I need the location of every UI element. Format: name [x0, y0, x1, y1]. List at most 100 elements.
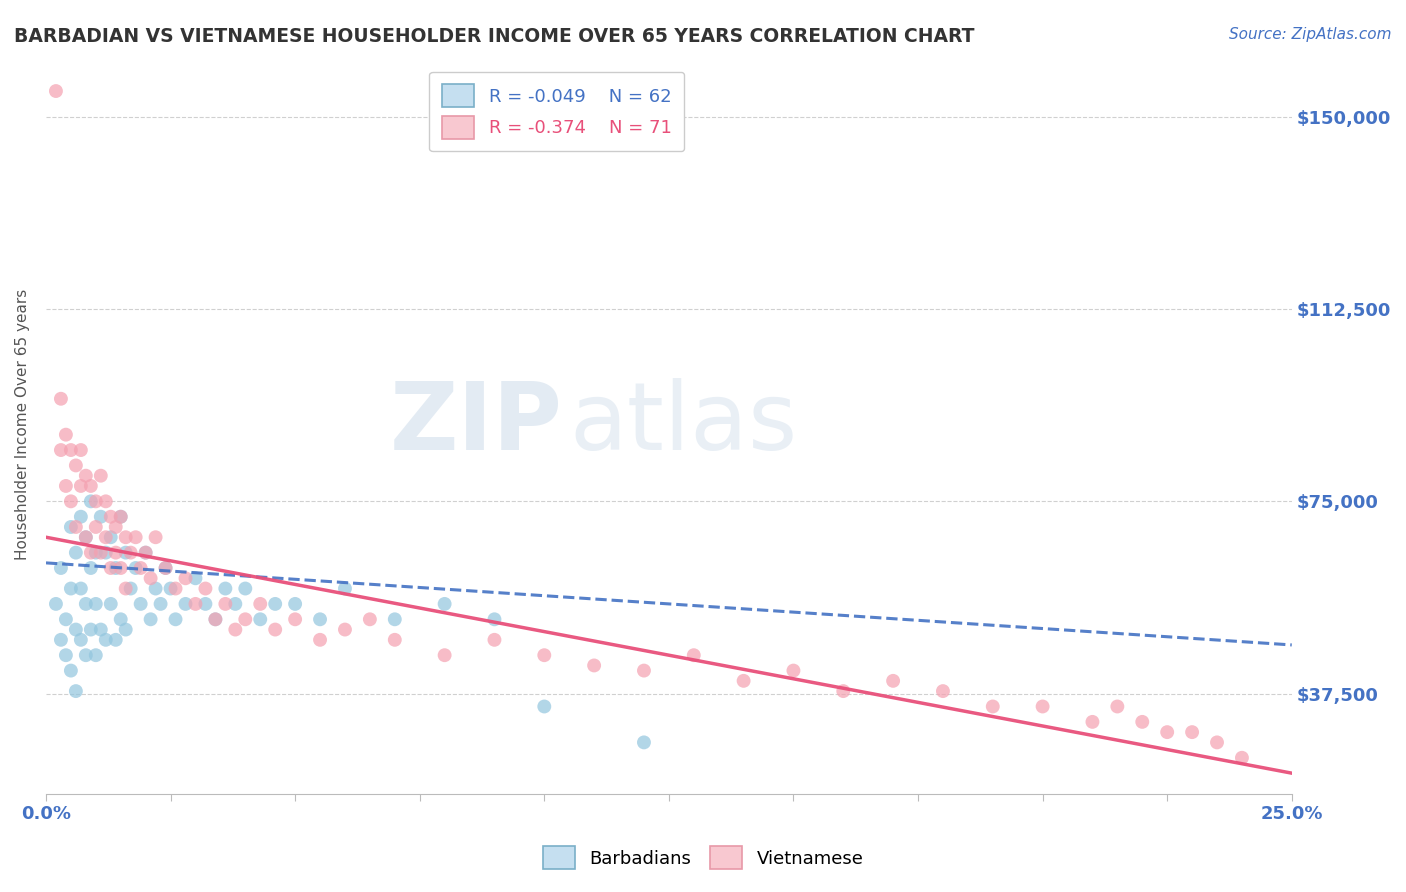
Point: [135, 546, 157, 560]
Point: [155, 561, 177, 575]
Point: [165, 612, 187, 626]
Point: [59, 520, 82, 534]
Point: [433, 597, 456, 611]
Point: [214, 597, 236, 611]
Point: [1181, 725, 1204, 739]
Point: [65, 520, 87, 534]
Text: atlas: atlas: [569, 378, 797, 470]
Point: [204, 612, 226, 626]
Y-axis label: Householder Income Over 65 years: Householder Income Over 65 years: [15, 289, 30, 560]
Point: [114, 530, 136, 544]
Point: [84, 520, 107, 534]
Point: [114, 582, 136, 596]
Point: [114, 623, 136, 637]
Point: [55, 479, 77, 493]
Point: [80, 479, 103, 493]
Point: [100, 509, 122, 524]
Point: [145, 582, 167, 596]
Point: [45, 84, 67, 98]
Point: [194, 597, 217, 611]
Point: [583, 658, 606, 673]
Point: [70, 509, 93, 524]
Point: [484, 632, 506, 647]
Point: [264, 623, 287, 637]
Point: [233, 582, 256, 596]
Legend: R = -0.049    N = 62, R = -0.374    N = 71: R = -0.049 N = 62, R = -0.374 N = 71: [429, 71, 685, 152]
Point: [90, 623, 112, 637]
Point: [110, 561, 132, 575]
Point: [59, 494, 82, 508]
Point: [155, 561, 177, 575]
Point: [75, 530, 97, 544]
Point: [104, 520, 127, 534]
Text: Source: ZipAtlas.com: Source: ZipAtlas.com: [1229, 27, 1392, 42]
Point: [359, 612, 381, 626]
Point: [100, 561, 122, 575]
Point: [135, 546, 157, 560]
Point: [124, 561, 146, 575]
Point: [204, 612, 226, 626]
Point: [120, 582, 142, 596]
Point: [194, 582, 217, 596]
Point: [65, 684, 87, 698]
Point: [184, 571, 207, 585]
Point: [224, 623, 246, 637]
Point: [90, 546, 112, 560]
Legend: Barbadians, Vietnamese: Barbadians, Vietnamese: [534, 838, 872, 879]
Point: [75, 468, 97, 483]
Point: [159, 582, 181, 596]
Point: [80, 494, 103, 508]
Point: [633, 664, 655, 678]
Point: [174, 571, 197, 585]
Point: [233, 612, 256, 626]
Point: [49, 561, 72, 575]
Point: [333, 623, 356, 637]
Point: [55, 427, 77, 442]
Point: [55, 612, 77, 626]
Point: [59, 582, 82, 596]
Point: [75, 530, 97, 544]
Point: [129, 597, 152, 611]
Point: [84, 494, 107, 508]
Point: [333, 582, 356, 596]
Point: [249, 612, 271, 626]
Point: [65, 458, 87, 473]
Point: [110, 612, 132, 626]
Point: [120, 546, 142, 560]
Point: [832, 684, 855, 698]
Point: [433, 648, 456, 663]
Point: [224, 597, 246, 611]
Point: [384, 612, 406, 626]
Point: [80, 546, 103, 560]
Point: [70, 443, 93, 458]
Point: [682, 648, 704, 663]
Point: [533, 648, 555, 663]
Text: BARBADIAN VS VIETNAMESE HOUSEHOLDER INCOME OVER 65 YEARS CORRELATION CHART: BARBADIAN VS VIETNAMESE HOUSEHOLDER INCO…: [14, 27, 974, 45]
Point: [932, 684, 955, 698]
Point: [84, 546, 107, 560]
Point: [45, 597, 67, 611]
Text: ZIP: ZIP: [389, 378, 562, 470]
Point: [104, 561, 127, 575]
Point: [1156, 725, 1178, 739]
Point: [1230, 751, 1253, 765]
Point: [100, 597, 122, 611]
Point: [75, 597, 97, 611]
Point: [484, 612, 506, 626]
Point: [184, 597, 207, 611]
Point: [94, 494, 117, 508]
Point: [90, 509, 112, 524]
Point: [139, 571, 162, 585]
Point: [633, 735, 655, 749]
Point: [284, 597, 307, 611]
Point: [84, 597, 107, 611]
Point: [1206, 735, 1229, 749]
Point: [104, 546, 127, 560]
Point: [129, 561, 152, 575]
Point: [59, 443, 82, 458]
Point: [165, 582, 187, 596]
Point: [981, 699, 1004, 714]
Point: [384, 632, 406, 647]
Point: [65, 623, 87, 637]
Point: [100, 530, 122, 544]
